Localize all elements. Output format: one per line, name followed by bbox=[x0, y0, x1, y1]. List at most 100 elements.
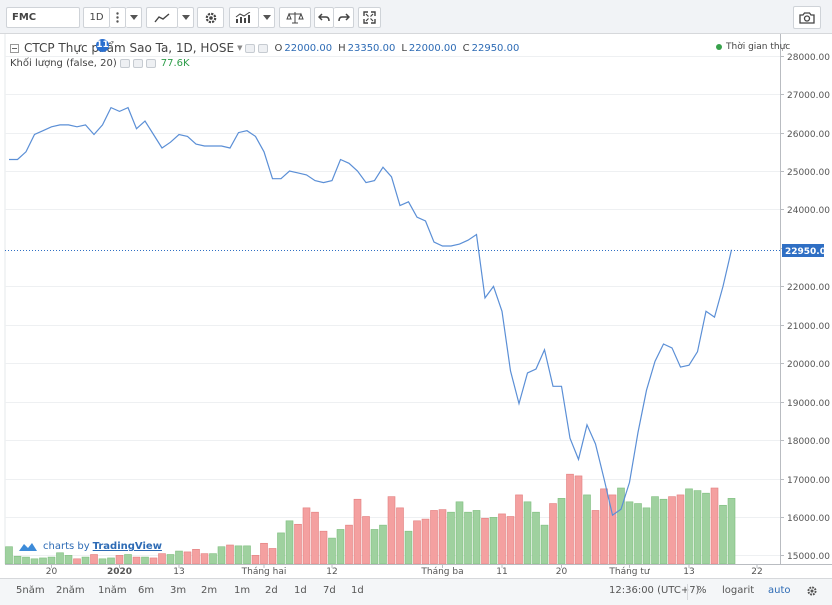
interval-text: 1D bbox=[89, 12, 104, 23]
volume-bar bbox=[583, 494, 591, 564]
volume-bar bbox=[396, 507, 404, 564]
interval-dropdown-button[interactable] bbox=[126, 7, 142, 28]
volume-bar bbox=[549, 503, 557, 564]
volume-bar bbox=[438, 509, 447, 564]
redo-button[interactable] bbox=[334, 7, 354, 28]
range-2d-button[interactable]: 2d bbox=[265, 585, 278, 596]
volume-bar bbox=[243, 545, 251, 564]
caret-down-icon[interactable]: ▼ bbox=[237, 44, 243, 52]
symbol-full-name: CTCP Thực phẩm Sao Ta, 1D, HOSE bbox=[24, 41, 235, 55]
indicators-icon bbox=[235, 11, 251, 23]
volume-bar bbox=[540, 524, 549, 564]
volume-bar bbox=[693, 490, 702, 564]
indicators-dropdown-button[interactable] bbox=[259, 7, 275, 28]
volume-bar bbox=[175, 550, 183, 564]
volume-bar bbox=[353, 498, 362, 564]
range-7d-button[interactable]: 7d bbox=[323, 585, 336, 596]
high-label: H bbox=[338, 42, 346, 54]
low-label: L bbox=[401, 42, 407, 54]
volume-bar bbox=[489, 517, 498, 564]
info-badge-icon[interactable]: 11 bbox=[96, 39, 109, 52]
caret-down-icon bbox=[262, 15, 271, 20]
chart-style-dropdown-button[interactable] bbox=[178, 7, 194, 28]
auto-scale-button[interactable]: auto bbox=[768, 585, 791, 596]
clock-timezone[interactable]: 12:36:00 (UTC+7) bbox=[609, 585, 700, 596]
percent-scale-button[interactable]: % bbox=[697, 585, 707, 596]
close-icon[interactable] bbox=[145, 58, 156, 68]
volume-bar bbox=[591, 510, 600, 564]
volume-bar bbox=[336, 529, 345, 564]
volume-bar bbox=[124, 554, 132, 564]
volume-legend: Khối lượng (false, 20) 77.6K bbox=[10, 57, 190, 69]
range-1d-alt-button[interactable]: 1d bbox=[351, 585, 364, 596]
volume-bar bbox=[251, 555, 260, 564]
volume-bar bbox=[30, 558, 39, 564]
volume-bar bbox=[702, 492, 710, 564]
range-1m-button[interactable]: 1m bbox=[234, 585, 251, 596]
volume-bar bbox=[13, 555, 22, 564]
volume-bar bbox=[557, 498, 566, 564]
symbol-search-input[interactable]: FMC bbox=[6, 7, 80, 28]
range-2y-button[interactable]: 2năm bbox=[56, 585, 85, 596]
volume-bar bbox=[710, 487, 719, 564]
settings-button[interactable] bbox=[197, 7, 224, 28]
log-scale-button[interactable]: logarit bbox=[722, 585, 755, 596]
volume-bar bbox=[107, 557, 115, 564]
volume-bar bbox=[455, 501, 464, 564]
volume-bar bbox=[617, 487, 625, 564]
volume-bar bbox=[668, 496, 676, 564]
volume-bar bbox=[727, 498, 736, 564]
volume-bar bbox=[404, 530, 413, 564]
volume-bar bbox=[81, 556, 90, 564]
menu-more-icon bbox=[116, 12, 119, 23]
volume-bar bbox=[98, 558, 107, 564]
volume-bar bbox=[115, 555, 124, 564]
range-3m-button[interactable]: 3m bbox=[170, 585, 187, 596]
chart-style-button[interactable] bbox=[146, 7, 178, 28]
interval-button[interactable]: 1D bbox=[83, 7, 110, 28]
snapshot-button[interactable] bbox=[793, 6, 821, 29]
collapse-icon[interactable] bbox=[10, 43, 19, 53]
price-line bbox=[9, 106, 733, 517]
symbol-text: FMC bbox=[12, 12, 37, 23]
gear-icon[interactable] bbox=[132, 58, 143, 68]
y-tick-label: 27000.00 bbox=[787, 91, 830, 101]
gear-icon[interactable] bbox=[258, 43, 269, 53]
gear-icon[interactable] bbox=[806, 585, 818, 597]
tradingview-badge[interactable]: charts by TradingView bbox=[19, 541, 162, 552]
undo-button[interactable] bbox=[314, 7, 334, 28]
indicators-button[interactable] bbox=[229, 7, 259, 28]
volume-bar bbox=[5, 546, 13, 564]
price-chart[interactable]: 15000.00 16000.00 17000.00 18000.00 19000.00… bbox=[0, 34, 832, 578]
volume-bar bbox=[413, 520, 421, 564]
bottom-toolbar: 5năm 2năm 1năm 6m 3m 2m 1m 2d 1d 7d 1d 1… bbox=[0, 578, 832, 605]
interval-more-button[interactable] bbox=[110, 7, 126, 28]
x-tick-label: 20 bbox=[556, 567, 568, 577]
caret-down-icon bbox=[181, 15, 190, 20]
volume-bar bbox=[719, 504, 727, 564]
volume-bar bbox=[166, 554, 175, 564]
range-2m-button[interactable]: 2m bbox=[201, 585, 218, 596]
line-style-icon bbox=[154, 12, 170, 22]
range-5y-button[interactable]: 5năm bbox=[16, 585, 45, 596]
eye-icon[interactable] bbox=[119, 58, 130, 68]
compare-scale-icon bbox=[286, 11, 304, 23]
compare-button[interactable] bbox=[279, 7, 311, 28]
realtime-label: Thời gian thực bbox=[726, 42, 791, 52]
open-value: 22000.00 bbox=[284, 42, 333, 54]
y-tick-label: 20000.00 bbox=[787, 360, 830, 370]
fullscreen-button[interactable] bbox=[358, 7, 381, 28]
volume-bar bbox=[192, 549, 200, 564]
range-6m-button[interactable]: 6m bbox=[138, 585, 155, 596]
volume-bar bbox=[642, 507, 651, 564]
volume-bar bbox=[328, 537, 336, 564]
volume-bar bbox=[481, 517, 489, 564]
volume-bar bbox=[608, 494, 617, 564]
range-1d-button[interactable]: 1d bbox=[294, 585, 307, 596]
tradingview-link[interactable]: TradingView bbox=[92, 541, 162, 552]
volume-bar bbox=[506, 516, 515, 564]
camera-icon bbox=[799, 11, 815, 24]
range-1y-button[interactable]: 1năm bbox=[98, 585, 127, 596]
eye-icon[interactable] bbox=[245, 43, 256, 53]
x-tick-label: 12 bbox=[326, 567, 337, 577]
